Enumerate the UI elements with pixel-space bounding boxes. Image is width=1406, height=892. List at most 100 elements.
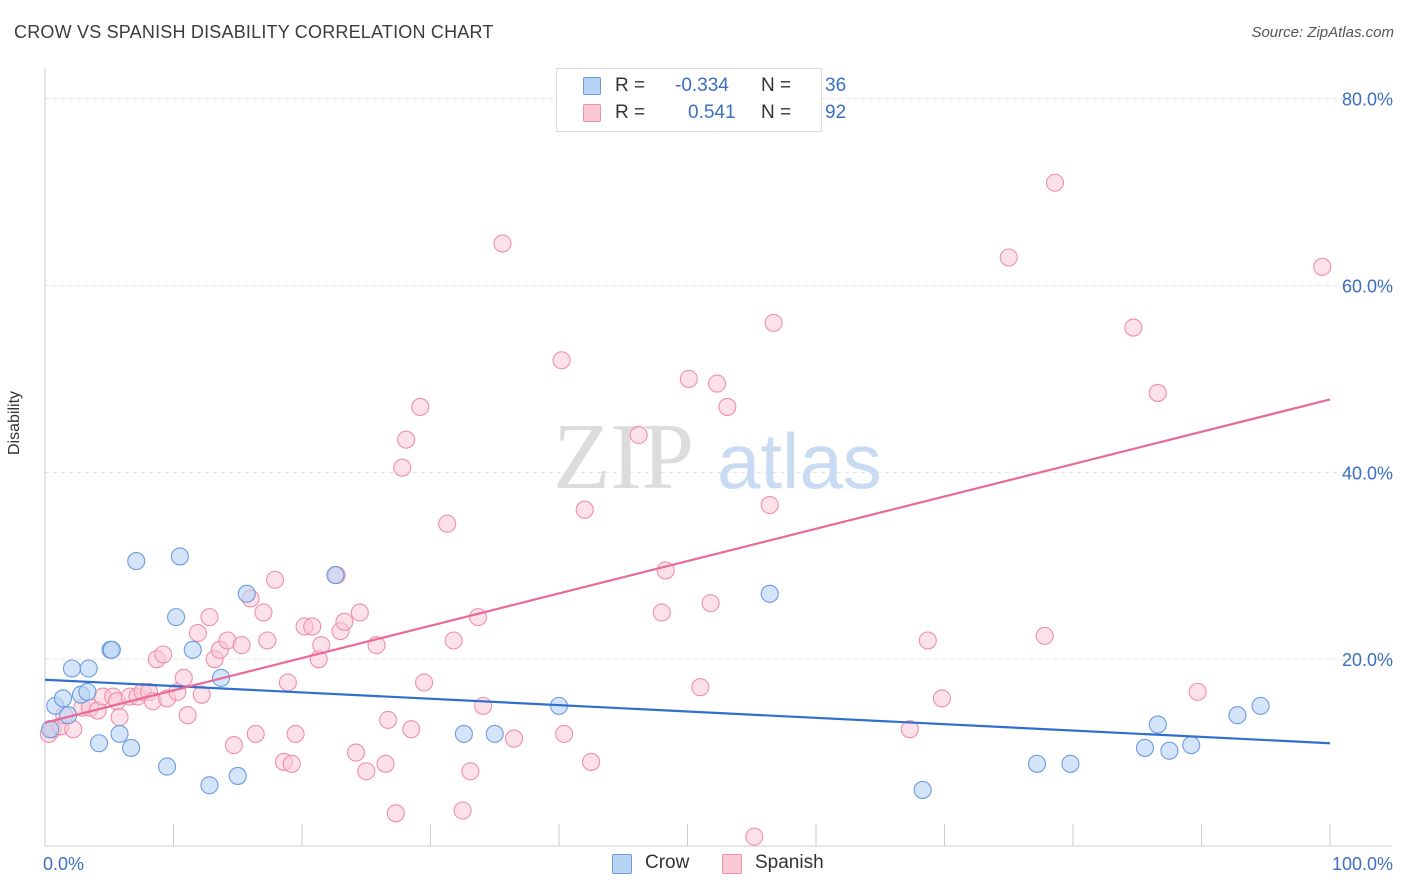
spanish-point — [652, 603, 671, 622]
grid-lines — [45, 98, 1392, 660]
y-tick-label: 60.0% — [1342, 277, 1393, 297]
spanish-point — [1148, 383, 1167, 402]
source-label: Source: ZipAtlas.com — [1251, 24, 1394, 41]
spanish-point — [764, 313, 783, 332]
spanish-point — [552, 351, 571, 370]
spanish-point — [110, 708, 129, 727]
spanish-point — [1188, 682, 1207, 701]
crow-point — [228, 766, 247, 785]
y-tick-label: 20.0% — [1342, 650, 1393, 670]
spanish-trend-line — [44, 398, 1331, 724]
crow-n-value: 36 — [825, 75, 847, 96]
spanish-point — [708, 374, 727, 393]
y-tick-label: 80.0% — [1342, 90, 1393, 110]
crow-point — [53, 689, 73, 708]
spanish-point — [999, 248, 1018, 267]
crow-point — [170, 547, 189, 566]
spanish-point — [1313, 257, 1332, 276]
spanish-point — [932, 689, 951, 708]
crow-point — [89, 734, 109, 753]
legend-crow-label: Crow — [645, 852, 690, 873]
crow-point — [1182, 736, 1201, 755]
watermark-atlas: atlas — [717, 417, 882, 505]
crow-r-value: -0.334 — [675, 75, 729, 96]
spanish-point — [1045, 173, 1065, 192]
crow-swatch — [583, 77, 601, 95]
crow-point — [913, 780, 932, 800]
watermark: ZIP atlas — [553, 405, 882, 509]
crow-point — [326, 566, 345, 585]
spanish-point — [346, 743, 366, 762]
spanish-point — [575, 500, 594, 519]
legend-spanish-label: Spanish — [755, 852, 824, 873]
spanish-point — [278, 673, 297, 692]
x-tick-label: 100.0% — [1332, 854, 1393, 874]
r-label: R = — [615, 102, 646, 123]
crow-point — [1148, 715, 1167, 734]
stats-box: R = -0.334 N = 36 R = 0.541 N = 92 — [556, 68, 846, 132]
spanish-point — [582, 752, 601, 771]
spanish-point — [504, 729, 524, 748]
spanish-point — [397, 430, 416, 449]
r-label: R = — [615, 75, 646, 96]
crow-point — [237, 584, 256, 603]
crow-point — [102, 640, 121, 659]
spanish-point — [335, 612, 354, 631]
trend-lines — [44, 398, 1331, 745]
spanish-point — [174, 668, 193, 687]
spanish-point — [453, 801, 472, 820]
y-tick-label: 40.0% — [1342, 463, 1393, 483]
crow-point — [79, 659, 98, 678]
spanish-point — [415, 673, 434, 692]
crow-point — [1061, 754, 1080, 773]
spanish-point — [493, 234, 512, 253]
crow-point — [1135, 738, 1155, 757]
crow-point — [158, 757, 177, 776]
x-tick-label: 0.0% — [43, 854, 84, 874]
crow-point — [127, 552, 146, 571]
crow-point — [1027, 754, 1047, 773]
chart-title: CROW VS SPANISH DISABILITY CORRELATION C… — [14, 22, 494, 42]
spanish-point — [286, 724, 305, 743]
spanish-point — [760, 495, 779, 515]
crow-point — [1228, 706, 1247, 725]
crow-point — [78, 682, 97, 701]
spanish-point — [918, 631, 937, 650]
spanish-point — [900, 720, 919, 739]
spanish-point — [254, 603, 273, 622]
spanish-point — [224, 736, 243, 755]
spanish-point — [357, 762, 376, 781]
crow-point — [183, 640, 202, 659]
crow-point — [1251, 696, 1270, 715]
spanish-point — [1124, 318, 1143, 337]
tick-labels: 20.0% 40.0% 60.0% 80.0% 0.0% 100.0% — [43, 90, 1393, 874]
n-label: N = — [761, 75, 792, 96]
spanish-point — [178, 706, 197, 725]
spanish-point — [629, 425, 648, 445]
spanish-point — [282, 754, 301, 773]
legend-spanish-swatch — [722, 854, 742, 874]
spanish-point — [1035, 626, 1054, 645]
spanish-point — [411, 397, 430, 417]
spanish-point — [555, 724, 574, 743]
crow-trend-line — [44, 678, 1331, 745]
crow-point — [110, 724, 129, 743]
legend-crow-swatch — [612, 854, 632, 874]
crow-point — [200, 776, 219, 795]
spanish-points — [39, 173, 1332, 846]
spanish-swatch — [583, 104, 601, 122]
crow-point — [41, 720, 60, 739]
spanish-point — [154, 645, 173, 664]
spanish-point — [393, 458, 412, 477]
spanish-point — [402, 720, 421, 739]
spanish-point — [258, 631, 277, 650]
spanish-point — [691, 678, 710, 697]
n-label: N = — [761, 102, 792, 123]
spanish-point — [461, 762, 480, 781]
spanish-n-value: 92 — [825, 102, 847, 123]
crow-point — [1160, 741, 1179, 760]
spanish-point — [379, 710, 398, 729]
spanish-point — [232, 636, 251, 655]
spanish-point — [386, 804, 405, 823]
crow-point — [122, 738, 141, 757]
